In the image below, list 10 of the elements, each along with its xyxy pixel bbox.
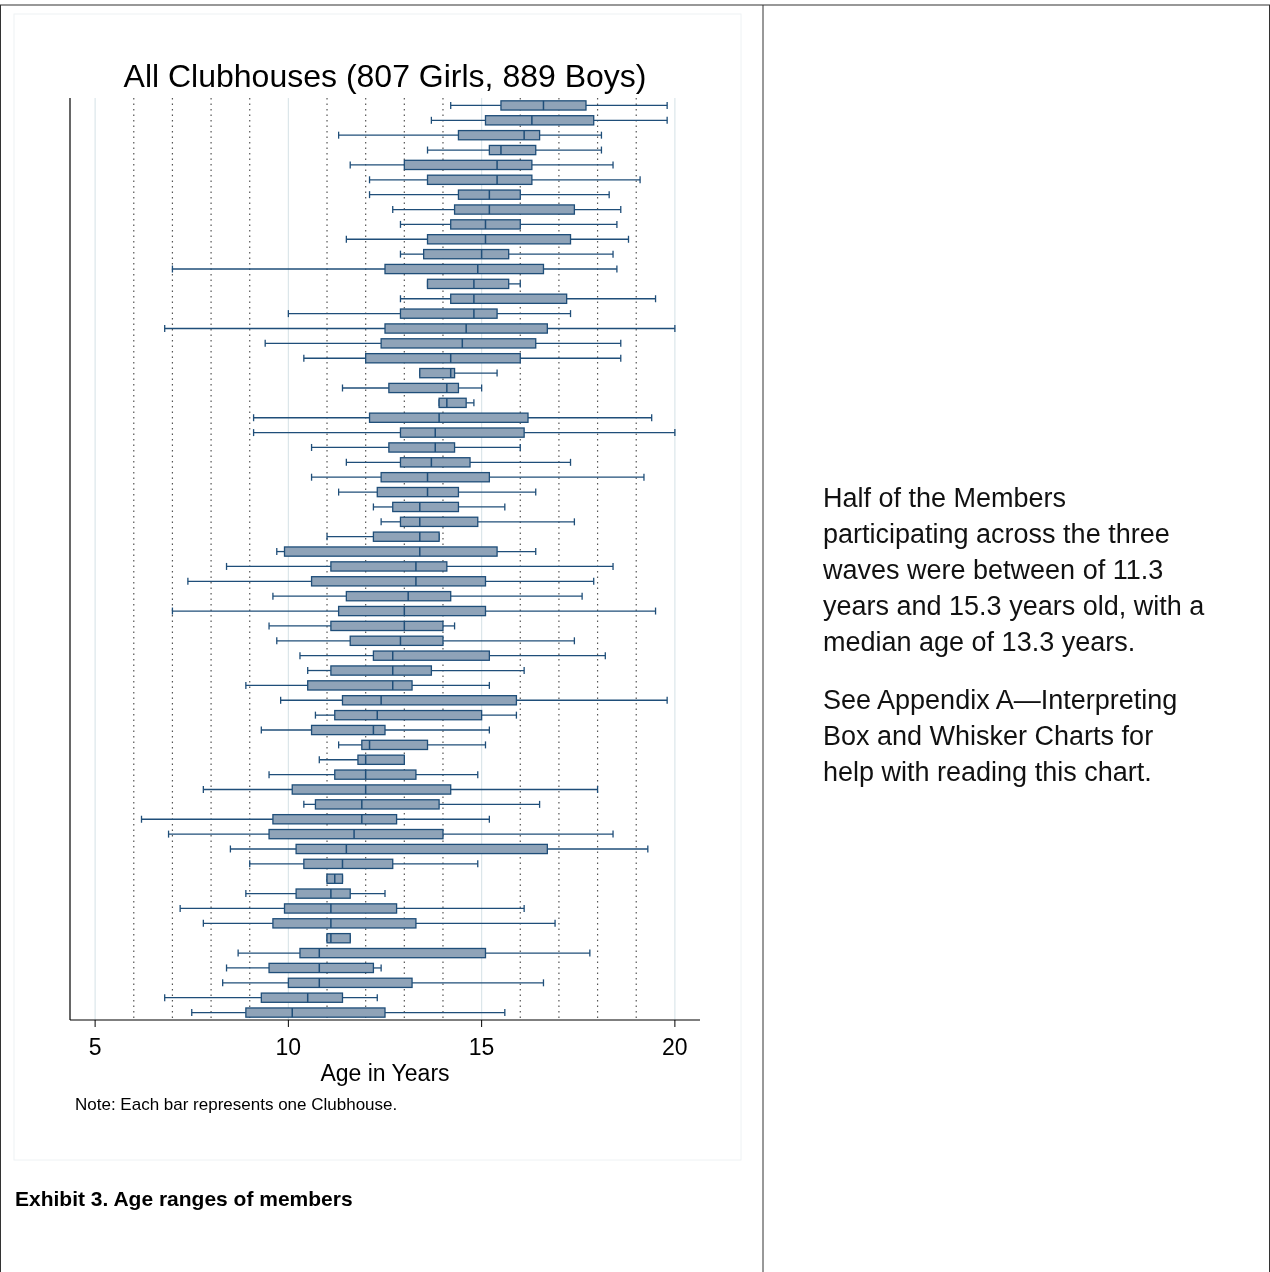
text: Note: Each bar represents one Clubhouse.	[75, 1095, 398, 1114]
text: Exhibit 3. Age ranges of members	[15, 1187, 353, 1210]
text: Half of the Members participating across the three waves were between of 11.3 years and 15.3 years old, with a median age of 13.3 years.	[823, 482, 1206, 659]
x-axis-title: Age in Years	[320, 1060, 450, 1086]
x-tick-label: 10	[275, 1034, 302, 1060]
x-tick-label: 15	[468, 1034, 495, 1060]
text: See Appendix A—Interpreting Box and Whisker Charts for help with reading this chart.	[823, 684, 1179, 789]
chart-title: All Clubhouses (807 Girls, 889 Boys)	[123, 58, 647, 94]
x-tick-label: 20	[662, 1034, 688, 1060]
x-tick-label: 5	[88, 1034, 102, 1060]
